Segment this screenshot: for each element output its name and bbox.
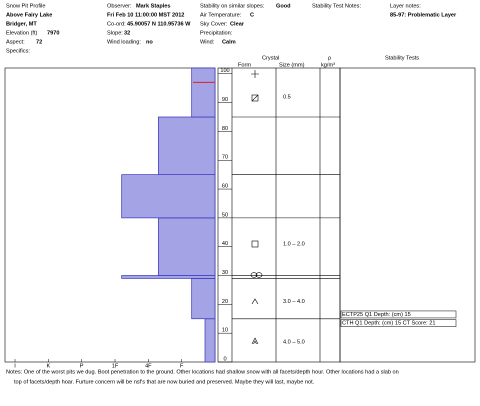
notes: Notes: One of the worst pits we dug. Boo… [6, 369, 399, 375]
value: Clear [230, 21, 245, 27]
depth-tick-label: 10 [222, 328, 228, 334]
label: Stability Test Notes: [312, 3, 361, 9]
label: Co-ord: [107, 21, 126, 27]
crystal-size: 4.0 – 5.0 [283, 339, 305, 345]
hardness-bar [191, 67, 216, 118]
value: Mark Staples [136, 3, 171, 9]
label: Slope: [107, 30, 123, 36]
label: Air Temperature: [200, 12, 242, 18]
depth-tick-label: 70 [222, 155, 228, 161]
symbol [251, 94, 259, 102]
crystal-symbols [250, 70, 263, 345]
symbol [255, 272, 263, 278]
crystal-size: 1.0 – 2.0 [283, 241, 305, 247]
symbol [251, 240, 259, 248]
column-header: Form [238, 62, 251, 68]
value: no [146, 39, 153, 45]
label: Wind: [200, 39, 215, 45]
value: 32 [124, 30, 130, 36]
test-box [340, 319, 457, 327]
hardness-tick-label: I [14, 363, 16, 369]
depth-tick-label: 90 [222, 97, 228, 103]
symbol [251, 94, 259, 102]
label: Precipitation: [200, 30, 233, 36]
symbol [251, 337, 259, 345]
label: Aspect: [6, 39, 25, 45]
value: C [250, 12, 254, 18]
value: Good [276, 3, 291, 9]
depth-tick-label: 60 [222, 184, 228, 190]
stability-test: ECTP25 Q1 Depth: (cm) 15 [342, 312, 411, 318]
symbol [251, 70, 259, 78]
stability-test: CTH Q1 Depth: (cm) 15 CT Score: 21 [342, 321, 435, 327]
column-header: kg/m³ [321, 62, 335, 68]
datetime: Fri Feb 10 11:00:00 MST 2012 [107, 12, 184, 18]
region: Bridger, MT [6, 21, 37, 27]
label: Stability on similar slopes: [200, 3, 265, 9]
label: Specifics: [6, 48, 30, 54]
label: Sky Cover: [200, 21, 228, 27]
symbol [250, 272, 258, 278]
stability-panel [339, 67, 476, 363]
column-header: Size (mm) [279, 62, 305, 68]
label: Layer notes: [390, 3, 421, 9]
test-box [340, 310, 457, 319]
hardness-bar [157, 217, 216, 276]
layer-note: 85-97: Problematic Layer [390, 12, 457, 18]
hardness-tick-label: F [180, 363, 184, 369]
hardness-bar [157, 116, 216, 175]
hardness-tick-label: 4F [145, 363, 152, 369]
column-header: ρ [328, 55, 331, 61]
hardness-bar [204, 318, 216, 363]
depth-tick-label: 30 [222, 270, 228, 276]
hardness-bar [121, 174, 216, 219]
depth-tick-label: 100 [220, 68, 229, 74]
symbol [251, 298, 259, 305]
depth-tick-label: 0 [223, 356, 226, 362]
title: Snow Pit Profile [6, 3, 45, 9]
notes: top of facets/depth hoar. Furture concer… [14, 379, 315, 385]
column-header: Crystal [262, 55, 279, 61]
crystal-size: 3.0 – 4.0 [283, 299, 305, 305]
depth-tick-label: 80 [222, 126, 228, 132]
value: 7970 [47, 30, 59, 36]
crystal-panel [217, 67, 341, 363]
depth-tick-label: 50 [222, 212, 228, 218]
label: Observer: [107, 3, 132, 9]
value: 45.90057 N 110.95736 W [127, 21, 191, 27]
column-header: Stability Tests [385, 55, 419, 61]
hardness-tick-label: P [80, 363, 84, 369]
label: Wind loading: [107, 39, 141, 45]
label: Elevation (ft) [6, 30, 38, 36]
hardness-tick-label: 1F [112, 363, 119, 369]
crystal-size: 0.5 [283, 94, 291, 100]
location: Above Fairy Lake [6, 12, 52, 18]
hardness-bar [121, 275, 216, 279]
value: Calm [222, 39, 236, 45]
value: 72 [36, 39, 42, 45]
hardness-bar [191, 278, 216, 320]
depth-tick-label: 20 [222, 299, 228, 305]
depth-tick-label: 40 [222, 241, 228, 247]
hardness-tick-label: K [46, 363, 50, 369]
